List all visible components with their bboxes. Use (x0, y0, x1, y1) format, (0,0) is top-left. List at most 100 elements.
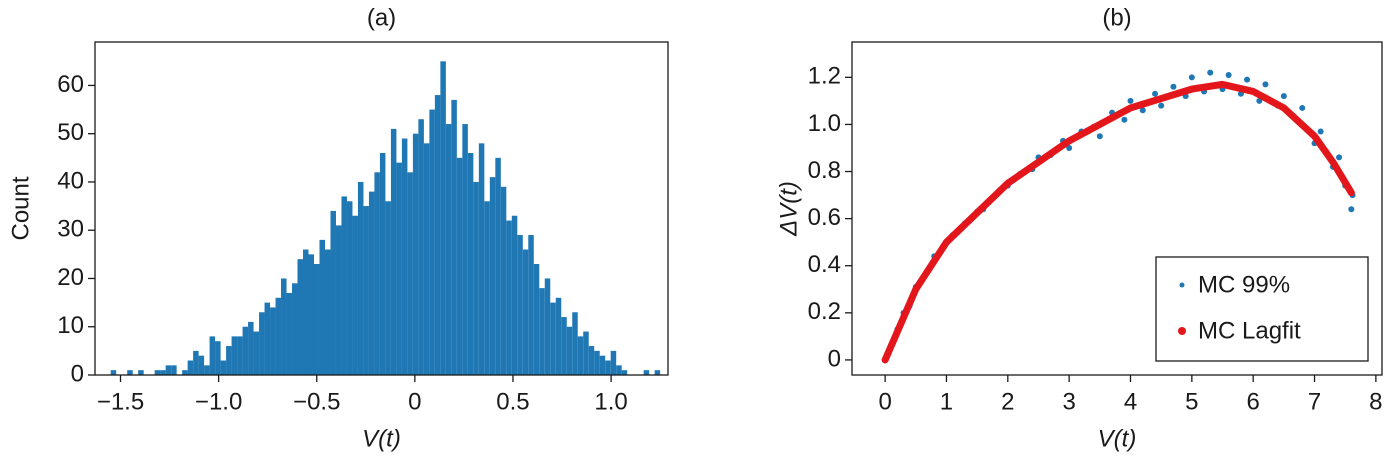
bar (281, 278, 287, 375)
scatter-point (1188, 74, 1195, 81)
bar (434, 95, 441, 375)
bar (423, 143, 430, 375)
scatter-point (1170, 83, 1177, 90)
y-tick-label: 0.6 (808, 204, 841, 231)
bar (594, 350, 600, 375)
x-tick-label: 1.0 (594, 388, 627, 415)
bar (209, 336, 216, 375)
y-tick-label: 10 (57, 312, 84, 339)
scatter-point (1158, 102, 1165, 109)
bar (253, 331, 260, 375)
bar (396, 162, 402, 375)
y-tick-label: 1.0 (808, 110, 841, 137)
bar (621, 370, 628, 375)
y-tick-label: 0.2 (808, 298, 841, 325)
bar (467, 153, 474, 375)
x-tick-label: 7 (1308, 388, 1321, 415)
x-tick-label: 0 (878, 388, 891, 415)
bar (182, 370, 188, 375)
y-tick-label: 0 (71, 360, 84, 387)
scatter-point (1299, 104, 1306, 111)
bar (407, 172, 413, 375)
bar (561, 317, 567, 375)
bar (335, 225, 342, 375)
bar (286, 292, 293, 375)
bar (242, 326, 249, 375)
bar (368, 191, 375, 375)
bar (154, 370, 161, 375)
x-tick-label: 6 (1247, 388, 1260, 415)
axes-frame (94, 41, 669, 376)
bar (572, 312, 578, 375)
legend-label: MC Lagfit (1198, 317, 1301, 344)
bar (357, 181, 364, 375)
bar (478, 143, 485, 375)
bar (248, 321, 254, 375)
bar (198, 355, 205, 375)
bar (445, 124, 452, 375)
y-axis-label: Count (7, 176, 34, 240)
bar (451, 99, 457, 376)
bar (110, 370, 117, 375)
bar (539, 288, 545, 375)
legend-marker (1179, 282, 1185, 288)
bar (275, 297, 282, 375)
bar (489, 177, 496, 375)
bar (390, 128, 397, 375)
bar (379, 153, 386, 375)
bar (643, 370, 650, 375)
bar (264, 302, 271, 375)
x-tick-label: 1 (940, 388, 953, 415)
x-tick-label: 8 (1369, 388, 1382, 415)
y-tick-label: 30 (57, 216, 84, 243)
bar (605, 360, 611, 375)
bar (566, 326, 573, 375)
fit-line (881, 80, 1355, 364)
x-axis-label: V(t) (1098, 425, 1137, 452)
bar (308, 254, 314, 375)
y-tick-label: 1.2 (808, 63, 841, 90)
scatter-point (1066, 144, 1073, 151)
panel-title: (b) (1102, 4, 1131, 31)
bar (259, 312, 265, 375)
bar (330, 210, 336, 375)
y-tick-label: 0 (828, 345, 841, 372)
scatter-point (1336, 154, 1343, 161)
bar (528, 235, 534, 375)
bar (440, 61, 446, 375)
scatter-point (1317, 128, 1324, 135)
bar (412, 133, 419, 375)
bar (171, 365, 177, 375)
scatter-point (1244, 76, 1251, 83)
bar (500, 186, 507, 375)
bar (297, 259, 304, 375)
bar (495, 157, 501, 375)
y-tick-label: 20 (57, 264, 84, 291)
bar (473, 181, 479, 375)
bar (374, 172, 380, 375)
bar (319, 239, 325, 375)
legend-box (1155, 256, 1369, 362)
scatter-point (1225, 71, 1232, 78)
x-tick-label: 0.5 (496, 388, 529, 415)
scatter-point (1262, 81, 1269, 88)
panel-title: (a) (367, 4, 396, 31)
bar (220, 360, 227, 375)
bar (511, 215, 518, 375)
bar (215, 341, 221, 375)
x-tick-label: −1.0 (195, 388, 242, 415)
x-tick-label: −0.5 (293, 388, 340, 415)
bar (363, 206, 369, 375)
bar (346, 201, 353, 375)
legend-marker (1178, 327, 1186, 335)
bar (610, 350, 617, 375)
bar (341, 196, 347, 375)
scatter-point (1207, 69, 1214, 76)
x-tick-label: 5 (1185, 388, 1198, 415)
bar (237, 336, 243, 375)
x-tick-label: −1.5 (97, 388, 144, 415)
x-tick-label: 0 (408, 388, 421, 415)
scatter-point (1280, 93, 1287, 100)
y-tick-label: 0.8 (808, 157, 841, 184)
